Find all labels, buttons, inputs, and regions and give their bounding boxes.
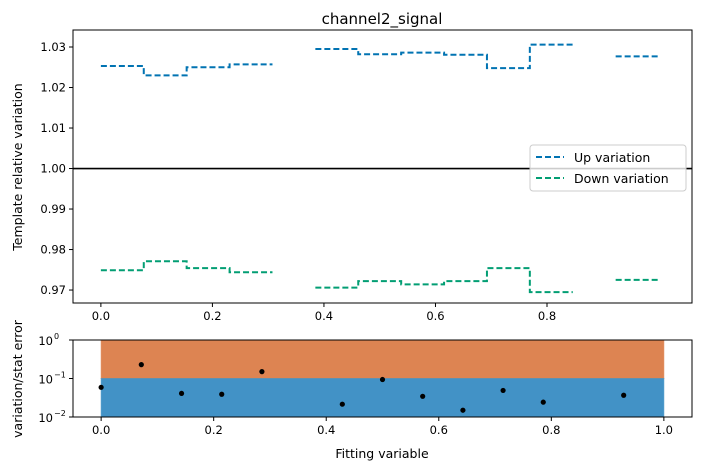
top-y-tick-label: 0.99 bbox=[40, 202, 66, 216]
data-point bbox=[420, 393, 426, 399]
data-point bbox=[138, 362, 144, 368]
data-point bbox=[540, 399, 546, 405]
data-point bbox=[460, 407, 466, 413]
bottom-y-tick-label: 10 bbox=[38, 411, 53, 425]
data-point bbox=[259, 369, 265, 375]
series-line-up bbox=[100, 43, 659, 77]
bottom-y-tick-exponent: −1 bbox=[54, 371, 66, 380]
top-x-tick-label: 0.4 bbox=[315, 309, 333, 323]
bottom-x-tick-label: 0.2 bbox=[205, 423, 223, 437]
data-point bbox=[621, 392, 627, 398]
bottom-y-axis-label: variation/stat error bbox=[10, 319, 25, 438]
data-point bbox=[178, 390, 185, 397]
bottom-x-tick-label: 0.6 bbox=[430, 423, 448, 437]
data-point bbox=[379, 376, 386, 383]
top-y-tick-label: 0.98 bbox=[40, 243, 66, 257]
top-y-tick-label: 1.01 bbox=[40, 121, 66, 135]
legend: Up variation Down variation bbox=[529, 144, 687, 192]
bottom-x-tick-label: 1.0 bbox=[655, 423, 673, 437]
bottom-y-tick-exponent: 0 bbox=[54, 332, 59, 341]
bottom-x-axis-label: Fitting variable bbox=[335, 446, 429, 461]
top-axes-frame bbox=[72, 29, 693, 304]
top-y-tick-label: 1.02 bbox=[40, 81, 66, 95]
data-point bbox=[339, 401, 345, 407]
bottom-y-tick-label: 10 bbox=[38, 373, 53, 387]
bottom-y-tick-exponent: −2 bbox=[54, 409, 66, 418]
top-plot: channel2_signal Template relative variat… bbox=[10, 10, 693, 323]
band-upper bbox=[100, 339, 665, 379]
bottom-x-tick-label: 0.8 bbox=[542, 423, 560, 437]
top-x-tick-label: 0.6 bbox=[426, 309, 444, 323]
series-line-down bbox=[100, 260, 659, 294]
legend-down-label: Down variation bbox=[574, 171, 669, 186]
data-point bbox=[219, 391, 225, 397]
bottom-x-tick-label: 0.4 bbox=[317, 423, 335, 437]
top-y-axis-label: Template relative variation bbox=[10, 83, 25, 251]
bottom-x-tick-label: 0.0 bbox=[92, 423, 110, 437]
band-lower bbox=[100, 378, 665, 418]
plot-title: channel2_signal bbox=[322, 10, 443, 29]
data-point bbox=[500, 387, 506, 394]
top-x-tick-label: 0.8 bbox=[538, 309, 556, 323]
legend-up-label: Up variation bbox=[574, 150, 650, 165]
top-x-tick-label: 0.2 bbox=[203, 309, 221, 323]
top-x-tick-label: 0.0 bbox=[92, 309, 110, 323]
top-y-tick-label: 1.00 bbox=[40, 162, 66, 176]
legend-box bbox=[529, 144, 687, 192]
top-y-tick-label: 0.97 bbox=[40, 283, 66, 297]
data-point bbox=[98, 384, 104, 390]
top-y-tick-label: 1.03 bbox=[40, 40, 66, 54]
bottom-y-tick-label: 10 bbox=[38, 334, 53, 348]
